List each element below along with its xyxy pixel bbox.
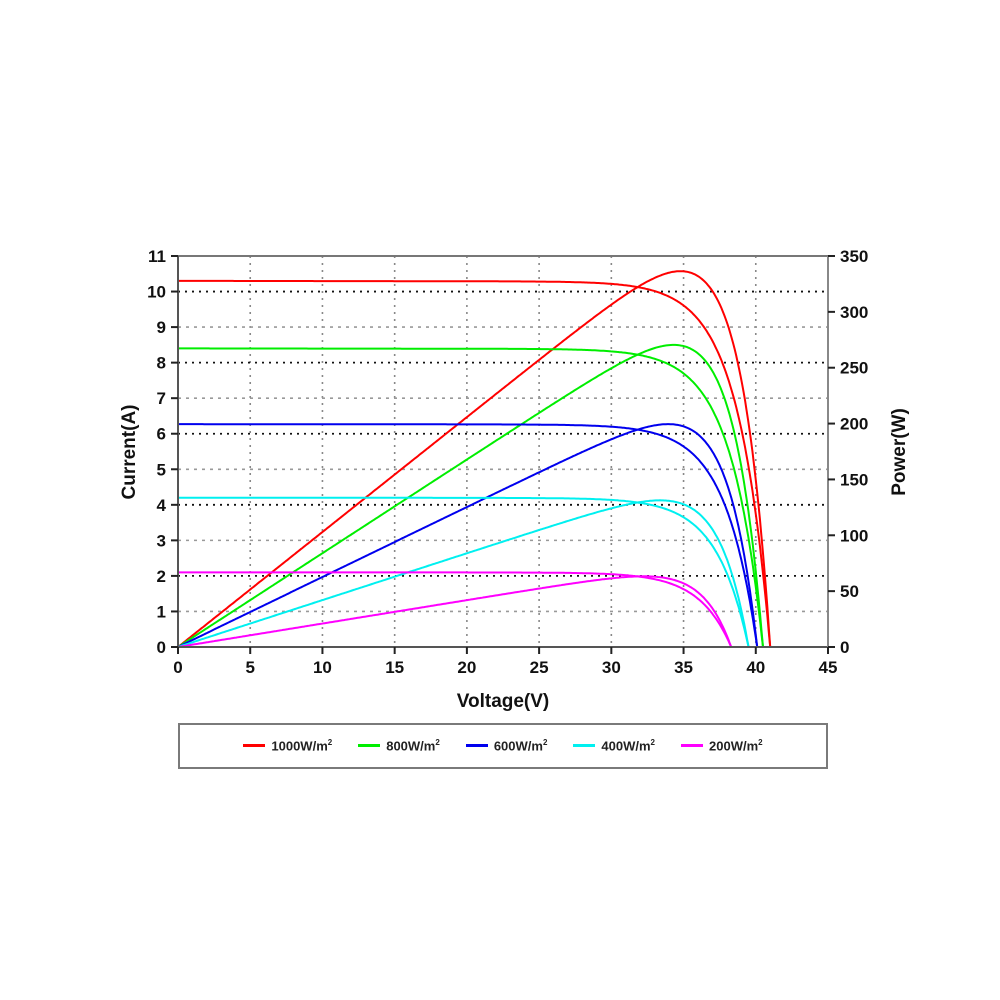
- legend-swatch: [358, 744, 381, 748]
- y-tick-label: 4: [157, 496, 167, 515]
- y-tick-label: 7: [157, 389, 166, 408]
- x-tick-label: 5: [245, 658, 254, 677]
- pv-curve-600: [177, 423, 759, 648]
- y2-tick-label: 150: [840, 470, 868, 489]
- legend-swatch: [465, 744, 488, 748]
- y-axis-title: Current(A): [119, 405, 140, 500]
- iv-curve-600: [178, 423, 759, 648]
- axes: [171, 255, 835, 654]
- pv-curve-200: [177, 575, 733, 648]
- y2-tick-label: 350: [840, 247, 868, 266]
- x-tick-label: 0: [173, 658, 182, 677]
- tick-labels: 0 5 10 15 20 25 30 35 40 450123456789101105010015…: [147, 247, 868, 677]
- legend-item-1000: 1000W/m2: [243, 738, 333, 754]
- pv-curve-400: [177, 499, 750, 648]
- x-tick-label: 35: [674, 658, 693, 677]
- x-tick-label: 45: [819, 658, 838, 677]
- x-axis-title: Voltage(V): [457, 691, 550, 712]
- y-tick-label: 2: [157, 567, 166, 586]
- iv-curve-400: [178, 496, 750, 648]
- y-tick-label: 10: [147, 283, 166, 302]
- legend-item-800: 800W/m2: [358, 738, 440, 754]
- iv-curve-800: [178, 347, 764, 648]
- y2-tick-label: 250: [840, 359, 868, 378]
- y2-tick-label: 200: [840, 415, 868, 434]
- iv-curve-1000: [178, 279, 772, 648]
- y-tick-label: 11: [148, 247, 166, 266]
- y-tick-label: 9: [157, 318, 166, 337]
- legend: 1000W/m2 800W/m2 600W/m2 400W/m2 200W/m2: [178, 723, 828, 769]
- y-tick-label: 5: [157, 460, 166, 479]
- x-tick-label: 10: [313, 658, 332, 677]
- y2-axis-title: Power(W): [889, 408, 910, 496]
- y2-tick-label: 0: [840, 638, 849, 657]
- y2-tick-label: 300: [840, 303, 868, 322]
- legend-item-200: 200W/m2: [681, 738, 763, 754]
- x-tick-label: 30: [602, 658, 621, 677]
- y-tick-label: 8: [157, 354, 166, 373]
- legend-swatch: [243, 744, 266, 748]
- legend-label: 600W/m2: [493, 738, 548, 754]
- legend-label: 200W/m2: [709, 738, 763, 754]
- iv-curve-200: [178, 571, 733, 648]
- pv-curve-1000: [177, 270, 772, 648]
- legend-swatch: [681, 744, 703, 748]
- pv-curve-800: [177, 343, 764, 648]
- y2-tick-label: 100: [840, 526, 868, 545]
- x-tick-label: 15: [385, 658, 404, 677]
- y2-tick-label: 50: [840, 582, 859, 601]
- x-tick-label: 20: [457, 658, 476, 677]
- legend-item-600: 600W/m2: [465, 738, 548, 754]
- legend-label: 1000W/m2: [271, 738, 333, 754]
- legend-label: 800W/m2: [386, 738, 440, 754]
- x-tick-label: 40: [746, 658, 765, 677]
- y-tick-label: 6: [157, 425, 166, 444]
- y-tick-label: 1: [157, 602, 166, 621]
- gridlines: [178, 256, 828, 647]
- y-tick-label: 3: [157, 531, 166, 550]
- data-curves: [177, 270, 772, 648]
- legend-swatch: [573, 744, 596, 748]
- legend-label: 400W/m2: [601, 738, 655, 754]
- y-tick-label: 0: [157, 638, 166, 657]
- legend-item-400: 400W/m2: [573, 738, 655, 754]
- x-tick-label: 25: [530, 658, 549, 677]
